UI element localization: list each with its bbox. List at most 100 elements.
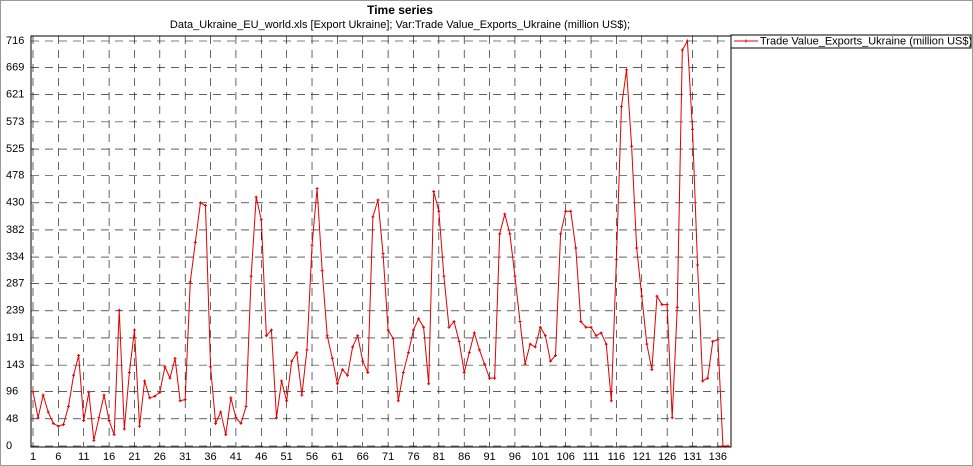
y-tick-label: 478: [6, 170, 24, 182]
y-tick-label: 716: [6, 35, 24, 47]
data-point: [310, 243, 314, 247]
data-point: [554, 353, 558, 357]
data-point: [264, 334, 268, 338]
data-point: [721, 444, 725, 448]
data-point: [680, 48, 684, 52]
data-point: [675, 305, 679, 309]
data-point: [127, 370, 131, 374]
data-point: [564, 209, 568, 213]
data-point: [670, 416, 674, 420]
data-point: [513, 274, 517, 278]
x-tick-label: 86: [458, 451, 470, 463]
y-tick-label: 669: [6, 61, 24, 73]
data-point: [300, 393, 304, 397]
data-point: [351, 345, 355, 349]
data-point: [153, 394, 157, 398]
x-tick-label: 116: [608, 451, 626, 463]
data-point: [132, 328, 136, 332]
data-point: [112, 433, 116, 437]
data-point: [599, 331, 603, 335]
data-point: [51, 421, 55, 425]
data-point: [254, 195, 258, 199]
data-point: [437, 209, 441, 213]
data-point: [31, 390, 35, 394]
data-point: [467, 351, 471, 355]
data-point: [655, 294, 659, 298]
legend-box: [730, 34, 972, 49]
x-tick-label: 96: [509, 451, 521, 463]
data-point: [67, 404, 71, 408]
data-point: [173, 356, 177, 360]
data-point: [61, 423, 65, 427]
x-tick-label: 6: [55, 451, 61, 463]
data-point: [143, 379, 147, 383]
data-point: [472, 331, 476, 335]
data-point: [361, 359, 365, 363]
data-point: [701, 379, 705, 383]
x-tick-label: 111: [583, 451, 600, 463]
data-point: [482, 362, 486, 366]
data-point: [452, 320, 456, 324]
data-point: [290, 359, 294, 363]
data-point: [36, 416, 40, 420]
x-tick-label: 36: [204, 451, 216, 463]
data-point: [209, 365, 213, 369]
data-point: [214, 421, 218, 425]
data-point: [462, 370, 466, 374]
data-point: [457, 339, 461, 343]
data-point: [178, 399, 182, 403]
data-point: [56, 424, 60, 428]
data-point: [122, 427, 126, 431]
y-tick-label: 334: [6, 251, 24, 263]
x-tick-label: 11: [78, 451, 89, 463]
data-point: [224, 433, 228, 437]
data-point: [203, 204, 207, 208]
x-tick-label: 131: [683, 451, 701, 463]
data-point: [422, 325, 426, 329]
data-point: [315, 187, 319, 191]
data-point: [660, 303, 664, 307]
data-point: [41, 393, 45, 397]
data-point: [579, 320, 583, 324]
data-point: [477, 348, 481, 352]
data-point: [630, 144, 634, 148]
x-tick-label: 76: [407, 451, 419, 463]
data-point: [356, 334, 360, 338]
data-point: [219, 410, 223, 414]
y-tick-label: 621: [6, 89, 24, 101]
data-point: [574, 246, 578, 250]
data-point: [417, 317, 421, 321]
x-tick-label: 81: [433, 451, 445, 463]
data-point: [706, 376, 710, 380]
data-point: [97, 416, 101, 420]
x-tick-label: 1: [30, 451, 36, 463]
data-point: [295, 351, 299, 355]
data-point: [275, 416, 279, 420]
x-tick-label: 101: [531, 451, 549, 463]
data-point: [87, 390, 91, 394]
plot-frame: [30, 35, 732, 448]
data-point: [543, 334, 547, 338]
data-point: [371, 215, 375, 219]
chart-title: Time series: [367, 3, 433, 17]
data-point: [604, 342, 608, 346]
data-point: [645, 342, 649, 346]
y-tick-label: 239: [6, 305, 24, 317]
x-tick-label: 61: [331, 451, 343, 463]
data-point: [340, 368, 344, 372]
data-point: [305, 348, 309, 352]
y-tick-label: 382: [6, 224, 24, 236]
y-tick-label: 48: [6, 413, 18, 425]
data-point: [335, 382, 339, 386]
data-point: [640, 294, 644, 298]
data-point: [625, 68, 629, 72]
x-tick-label: 16: [103, 451, 115, 463]
data-point: [138, 424, 142, 428]
data-point: [285, 399, 289, 403]
data-point: [269, 328, 273, 332]
data-point: [523, 362, 527, 366]
data-point: [690, 127, 694, 131]
data-point: [635, 246, 639, 250]
x-tick-label: 56: [306, 451, 318, 463]
